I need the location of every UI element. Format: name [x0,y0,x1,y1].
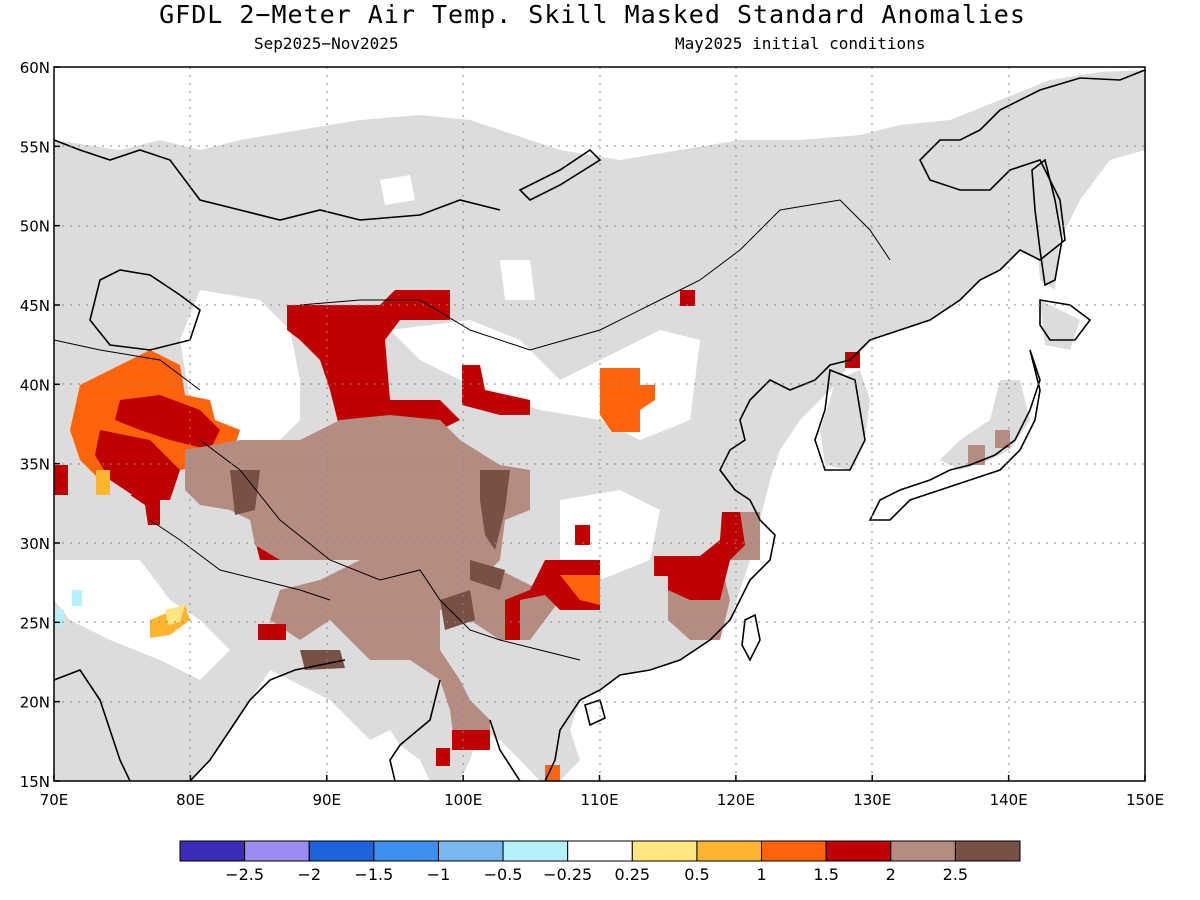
anomaly-region-pamir-red [95,430,180,500]
longitude-axis: 70E 80E 90E 100E 110E 120E 130E 140E 150E [40,775,1164,809]
lat-tick-label: 30N [20,535,50,553]
colorbar-swatch [631,840,698,862]
colorbar-swatch [308,840,375,862]
anomaly-region-lightblue-1 [72,590,82,606]
colorbar-label: −1 [427,865,451,884]
border-india-north [149,519,331,601]
colorbar-swatch [179,840,246,862]
colorbar-label: 1 [756,865,766,884]
initial-conditions: May2025 initial conditions [675,34,926,53]
anomaly-region-westedge-red [54,465,68,495]
anomaly-region-vietnam-orange [545,765,560,781]
coastline-india-bay [54,659,346,781]
coastline-sakhalin [1031,158,1063,287]
anomaly-region-bay-red [130,495,160,525]
coastline-korea [814,368,866,471]
border-china-south [199,439,581,661]
colorbar-label: −0.25 [543,865,592,884]
colorbar-swatch [761,840,827,862]
coastline-indochina [389,679,581,781]
colorbar-label: 2 [886,865,896,884]
anomaly-region-darkbrown-3 [470,560,505,590]
lon-tick-label: 130E [853,791,891,809]
anomaly-region-darkbrown-1 [480,470,510,550]
lon-tick-label: 150E [1126,791,1164,809]
anomaly-region-darkbrown-5 [300,650,345,670]
map-title: GFDL 2−Meter Air Temp. Skill Masked Stan… [159,0,1026,29]
lat-tick-label: 20N [20,694,50,712]
colorbar-swatch [567,840,633,862]
coastline-baikal [518,148,602,201]
colorbar-label: 0.5 [684,865,709,884]
coastline-taiwan [741,613,761,662]
anomaly-region-tibet-brown [185,415,530,750]
border-central-asia [54,339,201,391]
lat-tick-label: 35N [20,456,50,474]
anomaly-region-tarim-yellow [96,470,110,495]
anomaly-region-india-lightyellow [165,605,185,625]
lon-tick-label: 70E [40,791,69,809]
lat-tick-label: 15N [20,773,50,791]
anomaly-region-darkbrown-4 [230,470,260,515]
colorbar: −2.5 −2 −1.5 −1 −0.5 −0.25 0.25 0.5 1 1.5 2 2.5 [179,840,1021,884]
anomaly-region-central-red [575,525,590,545]
colorbar-swatch [954,840,1021,862]
anomaly-region-thai-red [436,748,450,766]
coastline-arctic-north [54,139,501,221]
colorbar-swatch [244,840,310,862]
anomaly-region-xinjiang-red [287,290,460,440]
lon-tick-label: 140E [990,791,1028,809]
land-mask-sakhalin [1030,170,1060,290]
lon-tick-label: 120E [717,791,755,809]
lon-tick-label: 100E [444,791,482,809]
colorbar-label: 0.25 [614,865,650,884]
anomaly-region-inner-mongolia-red [680,290,695,306]
anomaly-region-tarim-red [115,395,220,450]
colorbar-swatch [696,840,763,862]
anomaly-region-india-red [258,624,286,640]
colorbar-swatch [373,840,439,862]
colorbar-label: −2.5 [225,865,264,884]
coastline-caspian [89,269,201,351]
colorbar-swatch [890,840,956,862]
coastline-hainan [584,698,606,727]
graticule [54,67,1145,781]
coastline-east-asia [579,69,1145,701]
lat-tick-label: 40N [20,376,50,394]
coastline-layer [54,69,1145,781]
lon-tick-label: 80E [176,791,205,809]
anomaly-region-nchina-orange [600,368,655,432]
lon-tick-label: 110E [580,791,618,809]
anomaly-region-japan-brown2 [995,430,1010,448]
colorbar-label: −2 [297,865,321,884]
lat-tick-label: 45N [20,297,50,315]
colorbar-label: −1.5 [354,865,393,884]
colorbar-label: −0.5 [484,865,523,884]
anomaly-region-qinghai-red [462,365,530,415]
land-mask-hokkaido [1040,300,1080,350]
anomaly-region-myanmar-red [452,730,490,750]
colorbar-label: 1.5 [813,865,838,884]
lat-tick-label: 50N [20,218,50,236]
colorbar-label: 2.5 [943,865,968,884]
colorbar-swatch [502,840,569,862]
border-china-mongolia [299,199,891,351]
anomaly-region-ne-red [845,352,860,368]
anomaly-region-darkbrown-2 [440,590,475,630]
colorbar-swatch [825,840,892,862]
latitude-axis: 15N 20N 25N 30N 35N 40N 45N 50N 55N 60N [20,59,60,791]
lat-tick-label: 60N [20,59,50,77]
forecast-period: Sep2025−Nov2025 [254,34,399,53]
coastline-japan [868,349,1041,521]
lon-tick-label: 90E [312,791,341,809]
colorbar-swatch [437,840,504,862]
lat-tick-label: 55N [20,138,50,156]
border-layer [54,199,891,661]
anomaly-region-sichuan-orange [560,575,600,605]
anomaly-region-lightblue-2 [54,610,64,626]
anomaly-shading-layer [54,290,1010,781]
anomaly-region-jiangxi-red [654,512,745,600]
lat-tick-label: 25N [20,614,50,632]
